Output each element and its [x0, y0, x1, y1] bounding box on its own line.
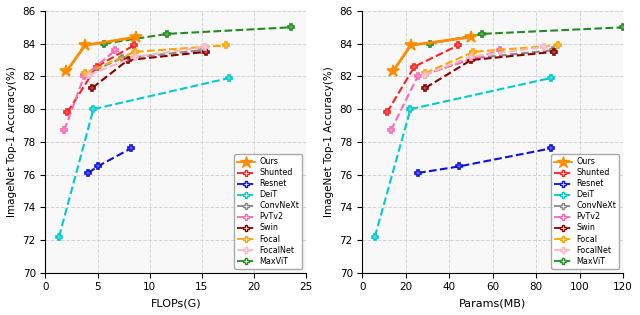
- X-axis label: FLOPs(G): FLOPs(G): [150, 298, 201, 308]
- Y-axis label: ImageNet Top-1 Accuracy(%): ImageNet Top-1 Accuracy(%): [324, 66, 334, 217]
- Y-axis label: ImageNet Top-1 Accuracy(%): ImageNet Top-1 Accuracy(%): [7, 66, 17, 217]
- Legend: Ours, Shunted, Resnet, DeiT, ConvNeXt, PvTv2, Swin, Focal, FocalNet, MaxViT: Ours, Shunted, Resnet, DeiT, ConvNeXt, P…: [551, 154, 619, 269]
- X-axis label: Params(MB): Params(MB): [459, 298, 527, 308]
- Legend: Ours, Shunted, Resnet, DeiT, ConvNeXt, PvTv2, Swin, Focal, FocalNet, MaxViT: Ours, Shunted, Resnet, DeiT, ConvNeXt, P…: [234, 154, 302, 269]
